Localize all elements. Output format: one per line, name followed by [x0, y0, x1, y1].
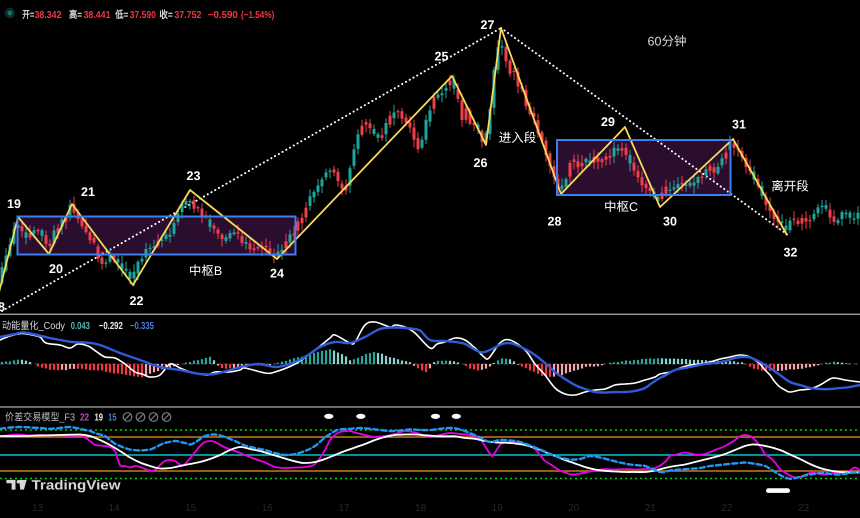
svg-text:22: 22	[721, 503, 733, 514]
svg-text:动能量化_Cody: 动能量化_Cody	[2, 320, 66, 332]
svg-text:23: 23	[187, 169, 201, 183]
svg-text:0.043: 0.043	[71, 321, 90, 332]
svg-text:13: 13	[32, 503, 44, 514]
svg-text:14: 14	[109, 503, 121, 514]
svg-text:(−1.54%): (−1.54%)	[241, 10, 274, 21]
svg-text:22: 22	[80, 413, 89, 424]
svg-text:22: 22	[130, 294, 144, 308]
svg-text:中枢B: 中枢B	[189, 264, 222, 278]
svg-text:中枢C: 中枢C	[604, 200, 638, 214]
svg-text:18: 18	[415, 503, 427, 514]
svg-text:37.590: 37.590	[130, 10, 156, 21]
svg-text:21: 21	[645, 503, 657, 514]
svg-text:进入段: 进入段	[499, 131, 537, 145]
svg-text:30: 30	[663, 215, 677, 229]
svg-text:离开段: 离开段	[771, 180, 809, 194]
svg-text:19: 19	[7, 197, 21, 211]
svg-text:开=: 开=	[22, 10, 34, 21]
svg-text:60分钟: 60分钟	[648, 35, 687, 49]
svg-text:−0.292: −0.292	[99, 321, 123, 332]
svg-text:19: 19	[95, 413, 104, 424]
svg-text:高=: 高=	[69, 9, 82, 21]
svg-text:38.342: 38.342	[35, 10, 62, 21]
svg-text:15: 15	[185, 503, 197, 514]
svg-text:29: 29	[601, 115, 615, 129]
svg-text:20: 20	[49, 262, 63, 276]
svg-text:17: 17	[338, 503, 350, 514]
svg-text:15: 15	[108, 413, 117, 424]
svg-text:24: 24	[270, 267, 284, 281]
svg-text:21: 21	[81, 185, 95, 199]
svg-text:低=: 低=	[114, 9, 128, 21]
svg-text:−0.335: −0.335	[130, 321, 154, 332]
svg-text:收=: 收=	[159, 9, 173, 21]
svg-text:−0.590: −0.590	[208, 10, 238, 21]
svg-text:TradingView: TradingView	[32, 477, 122, 492]
svg-text:38.441: 38.441	[84, 10, 111, 21]
svg-text:31: 31	[732, 118, 746, 132]
svg-text:26: 26	[474, 156, 488, 170]
svg-text:16: 16	[262, 503, 274, 514]
svg-text:价差交易模型_F3: 价差交易模型_F3	[5, 412, 75, 424]
svg-text:18: 18	[0, 300, 5, 314]
svg-text:27: 27	[481, 18, 495, 32]
svg-text:20: 20	[568, 503, 580, 514]
svg-text:23: 23	[798, 503, 810, 514]
svg-text:32: 32	[784, 246, 798, 260]
svg-text:37.752: 37.752	[174, 10, 201, 21]
svg-text:28: 28	[548, 215, 562, 229]
svg-text:25: 25	[435, 50, 449, 64]
svg-text:19: 19	[492, 503, 504, 514]
